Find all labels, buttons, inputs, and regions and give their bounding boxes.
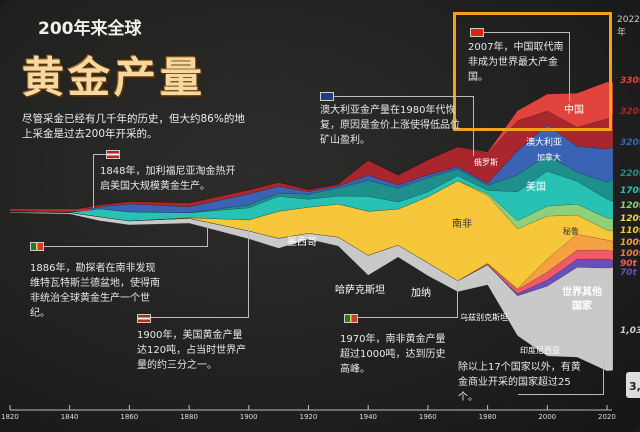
south-africa-flag-icon bbox=[30, 242, 44, 251]
leader-line bbox=[151, 228, 249, 318]
label-indonesia: 印度尼西亚 bbox=[520, 346, 560, 355]
x-tick-label: 1980 bbox=[478, 413, 497, 421]
label-australia: 澳大利亚 bbox=[526, 138, 563, 148]
x-tick-label: 2000 bbox=[538, 413, 557, 421]
leader-line bbox=[44, 220, 208, 247]
label-china: 中国 bbox=[564, 105, 584, 116]
label-kazakhstan: 哈萨克斯坦 bbox=[335, 285, 385, 296]
china-flag-icon bbox=[470, 28, 484, 37]
label-peru: 秘鲁 bbox=[563, 227, 579, 236]
legend-value: 1,030t bbox=[620, 326, 640, 336]
x-tick-label: 1960 bbox=[418, 413, 437, 421]
series-area-5 bbox=[9, 180, 614, 231]
legend-value: 90t bbox=[620, 259, 637, 269]
usa-flag-icon bbox=[106, 150, 120, 159]
annotation-1980: 澳大利亚金产量在1980年代恢复，原因是金价上涨使得低品位矿山盈利。 bbox=[320, 105, 460, 146]
annotation-1900: 1900年，美国黄金产量达120吨，占当时世界产量的约三分之一。 bbox=[137, 330, 247, 371]
leader-line bbox=[93, 154, 106, 208]
x-tick-label: 1860 bbox=[120, 413, 139, 421]
series-area-9 bbox=[9, 110, 614, 213]
label-canada: 加拿大 bbox=[537, 153, 561, 162]
x-tick-label: 1840 bbox=[60, 413, 79, 421]
total-box: 3, bbox=[626, 372, 640, 398]
legend-value: 110t bbox=[620, 226, 640, 236]
series-area-10 bbox=[9, 81, 614, 212]
leader-line bbox=[358, 268, 458, 318]
series-area-4 bbox=[9, 180, 614, 290]
legend-value: 120t bbox=[620, 214, 640, 224]
legend-value: 220t bbox=[620, 169, 640, 179]
label-usa: 美国 bbox=[526, 182, 546, 193]
south-africa-flag-icon bbox=[344, 314, 358, 323]
series-area-0 bbox=[9, 211, 614, 372]
legend-value: 120t bbox=[620, 201, 640, 211]
label-rest-of-world: 世界其他国家 bbox=[562, 287, 602, 312]
label-south-africa: 南非 bbox=[452, 219, 472, 230]
legend-value: 100t bbox=[620, 249, 640, 259]
subtitle: 200年来全球 bbox=[38, 19, 142, 39]
x-tick-label: 1940 bbox=[359, 413, 378, 421]
annotation-1886: 1886年，勘探者在南非发现维特瓦特斯兰德盆地，使得南非统治全球黄金生产一个世纪… bbox=[30, 263, 160, 319]
usa-flag-icon bbox=[137, 314, 151, 323]
legend-header: 2022年 bbox=[617, 15, 640, 38]
legend-value: 320t bbox=[620, 138, 640, 148]
leader-line bbox=[518, 360, 604, 395]
label-mexico: 墨西哥 bbox=[287, 237, 317, 248]
legend-value: 70t bbox=[620, 268, 637, 278]
legend-value: 170t bbox=[620, 186, 640, 196]
x-tick-label: 1820 bbox=[1, 413, 19, 421]
label-ghana: 加纳 bbox=[411, 288, 431, 299]
page-title: 黄金产量 bbox=[22, 53, 207, 102]
annotation-2007: 2007年，中国取代南非成为世界最大产金国。 bbox=[468, 42, 564, 83]
x-tick-label: 1900 bbox=[239, 413, 258, 421]
x-tick-label: 1920 bbox=[299, 413, 318, 421]
annotation-1848: 1848年，加利福尼亚淘金热开启美国大规模黄金生产。 bbox=[100, 166, 236, 192]
x-tick-label: 1880 bbox=[180, 413, 198, 421]
legend-value: 330t bbox=[620, 76, 640, 86]
australia-flag-icon bbox=[320, 92, 334, 101]
label-uzbekistan: 乌兹别克斯坦 bbox=[460, 313, 508, 322]
x-tick-label: 2020 bbox=[598, 413, 616, 421]
leader-line bbox=[484, 32, 570, 102]
china-highlight-box bbox=[453, 12, 612, 131]
label-russia: 俄罗斯 bbox=[474, 158, 498, 167]
leader-line bbox=[334, 96, 474, 156]
legend-value: 100t bbox=[620, 238, 640, 248]
intro-text: 尽管采金已经有几千年的历史，但大约86%的地上采金是过去200年开采的。 bbox=[22, 113, 245, 140]
annotation-1970: 1970年，南非黄金产量超过1000吨，达到历史高峰。 bbox=[340, 334, 446, 375]
legend-value: 320t bbox=[620, 107, 640, 117]
annotation-other-countries: 除以上17个国家以外，有黄金商业开采的国家超过25个。 bbox=[458, 362, 581, 403]
